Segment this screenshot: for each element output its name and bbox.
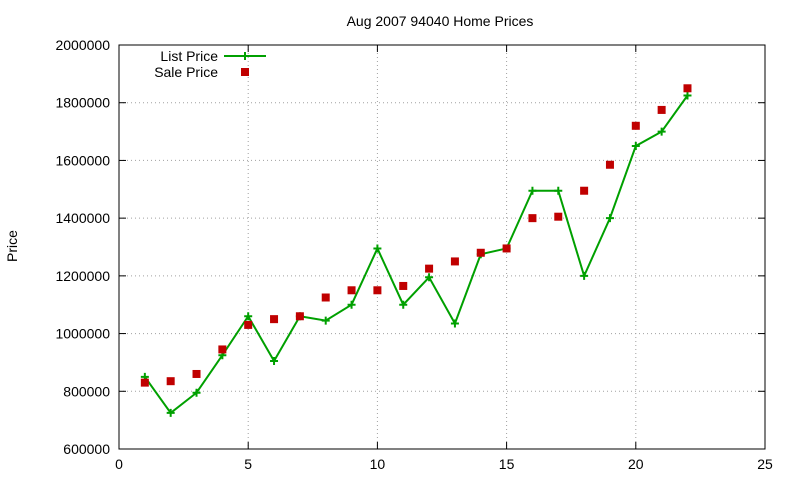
y-tick-label: 600000	[63, 441, 110, 457]
list-price-point	[321, 316, 330, 325]
sale-price-point	[657, 105, 666, 114]
series-sale-price	[140, 84, 692, 387]
series-layer	[140, 84, 692, 417]
list-price-point	[399, 300, 408, 309]
sale-price-point	[528, 214, 537, 223]
list-price-line	[144, 94, 689, 415]
y-axis-label: Price	[4, 230, 20, 262]
sale-price-point	[502, 244, 511, 253]
y-tick-label: 1400000	[55, 210, 110, 226]
sale-price-point	[140, 378, 149, 387]
sale-price-point	[295, 312, 304, 321]
list-price-point	[450, 319, 459, 328]
sale-price-point	[244, 320, 253, 329]
sale-price-point	[476, 248, 485, 257]
x-tick-label: 15	[499, 456, 515, 472]
list-price-point	[373, 244, 382, 253]
sale-price-point	[605, 160, 614, 169]
y-tick-label: 1000000	[55, 326, 110, 342]
x-tick-label: 5	[244, 456, 252, 472]
y-tick-label: 1200000	[55, 268, 110, 284]
list-price-point	[425, 273, 434, 282]
list-price-point	[657, 127, 666, 136]
sale-price-point	[399, 281, 408, 290]
list-price-point	[166, 408, 175, 417]
sale-price-point	[270, 315, 279, 324]
sale-price-point	[580, 186, 589, 195]
sale-price-point	[425, 264, 434, 273]
grid-lines	[119, 45, 765, 449]
list-price-point	[631, 142, 640, 150]
list-price-point	[347, 300, 356, 309]
plot-frame	[118, 44, 766, 450]
y-tick-label: 800000	[63, 383, 110, 399]
list-price-point	[605, 214, 614, 223]
sale-price-point	[373, 286, 382, 295]
x-tick-label: 20	[628, 456, 644, 472]
sale-price-point	[554, 212, 563, 221]
x-tick-label: 0	[115, 456, 123, 472]
sale-price-point	[347, 286, 356, 295]
y-tick-label: 1600000	[55, 152, 110, 168]
list-price-point	[244, 312, 253, 321]
y-tick-label: 2000000	[55, 37, 110, 53]
list-price-point	[192, 388, 201, 397]
sale-price-point	[218, 345, 227, 354]
x-tick-label: 25	[757, 456, 773, 472]
legend-label: List Price	[160, 48, 218, 64]
list-price-point	[580, 271, 589, 280]
legend-swatch-marker	[241, 52, 249, 60]
series-list-price	[140, 91, 692, 417]
y-tick-label: 1800000	[55, 95, 110, 111]
x-axis-ticks: 0 5 10 15 20 25	[115, 45, 773, 472]
sale-price-point	[166, 377, 175, 386]
list-price-point	[270, 356, 279, 365]
legend-swatch-marker	[241, 68, 249, 76]
list-price-point	[554, 186, 563, 195]
sale-price-point	[631, 121, 640, 130]
x-tick-label: 10	[370, 456, 386, 472]
sale-price-point	[321, 293, 330, 302]
y-axis-ticks: 600000 800000 1000000 1200000 1400000 1600000…	[55, 37, 765, 457]
chart-title: Aug 2007 94040 Home Prices	[347, 13, 534, 29]
sale-price-point	[192, 369, 201, 378]
list-price-point	[683, 91, 692, 100]
list-price-point	[528, 186, 537, 195]
legend-label: Sale Price	[154, 64, 218, 80]
sale-price-point	[683, 84, 692, 93]
sale-price-point	[450, 257, 459, 266]
